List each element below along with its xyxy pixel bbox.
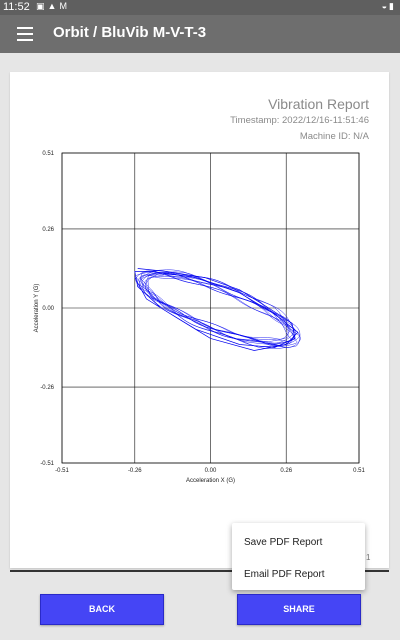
y-tick-label: 0.51 — [42, 151, 54, 157]
orbit-chart: -0.51 -0.26 0.00 0.26 0.51 0.51 0.26 0.00 -0.26 -… — [34, 151, 365, 484]
orbit-loop — [135, 271, 298, 347]
app-title: Orbit / BluVib M-V-T-3 — [53, 24, 207, 41]
gmail-icon: M — [59, 1, 70, 11]
x-tick-label: 0.00 — [205, 468, 217, 474]
report-title: Vibration Report — [268, 96, 369, 112]
hamburger-menu-icon[interactable] — [17, 27, 33, 41]
orbit-loop — [140, 272, 296, 344]
orbit-loop — [141, 272, 295, 346]
x-tick-label: -0.26 — [128, 468, 142, 474]
save-pdf-report-item[interactable]: Save PDF Report — [244, 537, 323, 548]
report-page: Vibration Report Timestamp: 2022/12/16-1… — [10, 72, 389, 568]
orbit-loop — [135, 270, 301, 348]
orbit-loop — [139, 269, 301, 349]
report-bottom-border — [10, 570, 389, 572]
share-button[interactable]: SHARE — [237, 594, 361, 625]
y-axis-label: Acceleration Y (G) — [34, 284, 40, 333]
battery-icon: ▮ — [389, 1, 396, 11]
x-tick-label: 0.26 — [280, 468, 292, 474]
system-icons: ◒▮ — [382, 1, 396, 12]
orbit-loop — [140, 270, 300, 346]
orbit-loop — [146, 272, 294, 344]
partial-text: 1 — [366, 553, 371, 562]
email-pdf-report-item[interactable]: Email PDF Report — [244, 569, 325, 580]
status-bar: 11:52 ▣▲M ◒▮ — [0, 0, 400, 15]
y-tick-label: -0.26 — [40, 385, 54, 391]
x-tick-label: -0.51 — [55, 468, 69, 474]
plot-frame — [61, 152, 360, 464]
report-machine-id: Machine ID: N/A — [299, 131, 369, 142]
share-menu: Save PDF Report Email PDF Report — [232, 523, 365, 590]
notification-icons: ▣▲M — [36, 1, 70, 12]
app-bar: Orbit / BluVib M-V-T-3 — [0, 15, 400, 53]
y-tick-label: -0.51 — [40, 461, 54, 467]
y-tick-label: 0.00 — [42, 306, 54, 312]
back-button[interactable]: BACK — [40, 594, 164, 625]
status-time: 11:52 — [3, 1, 30, 13]
y-tick-label: 0.26 — [42, 227, 54, 233]
orbit-loop — [136, 274, 296, 342]
orbit-loop — [141, 273, 292, 345]
x-axis-label: Acceleration X (G) — [186, 478, 235, 484]
orbit-loop — [145, 271, 295, 347]
wifi-icon: ◒ — [381, 1, 390, 11]
x-tick-label: 0.51 — [353, 468, 365, 474]
image-icon: ▣ — [36, 1, 48, 11]
report-timestamp: Timestamp: 2022/12/16-11:51:46 — [230, 115, 369, 126]
a-icon: ▲ — [47, 1, 60, 11]
